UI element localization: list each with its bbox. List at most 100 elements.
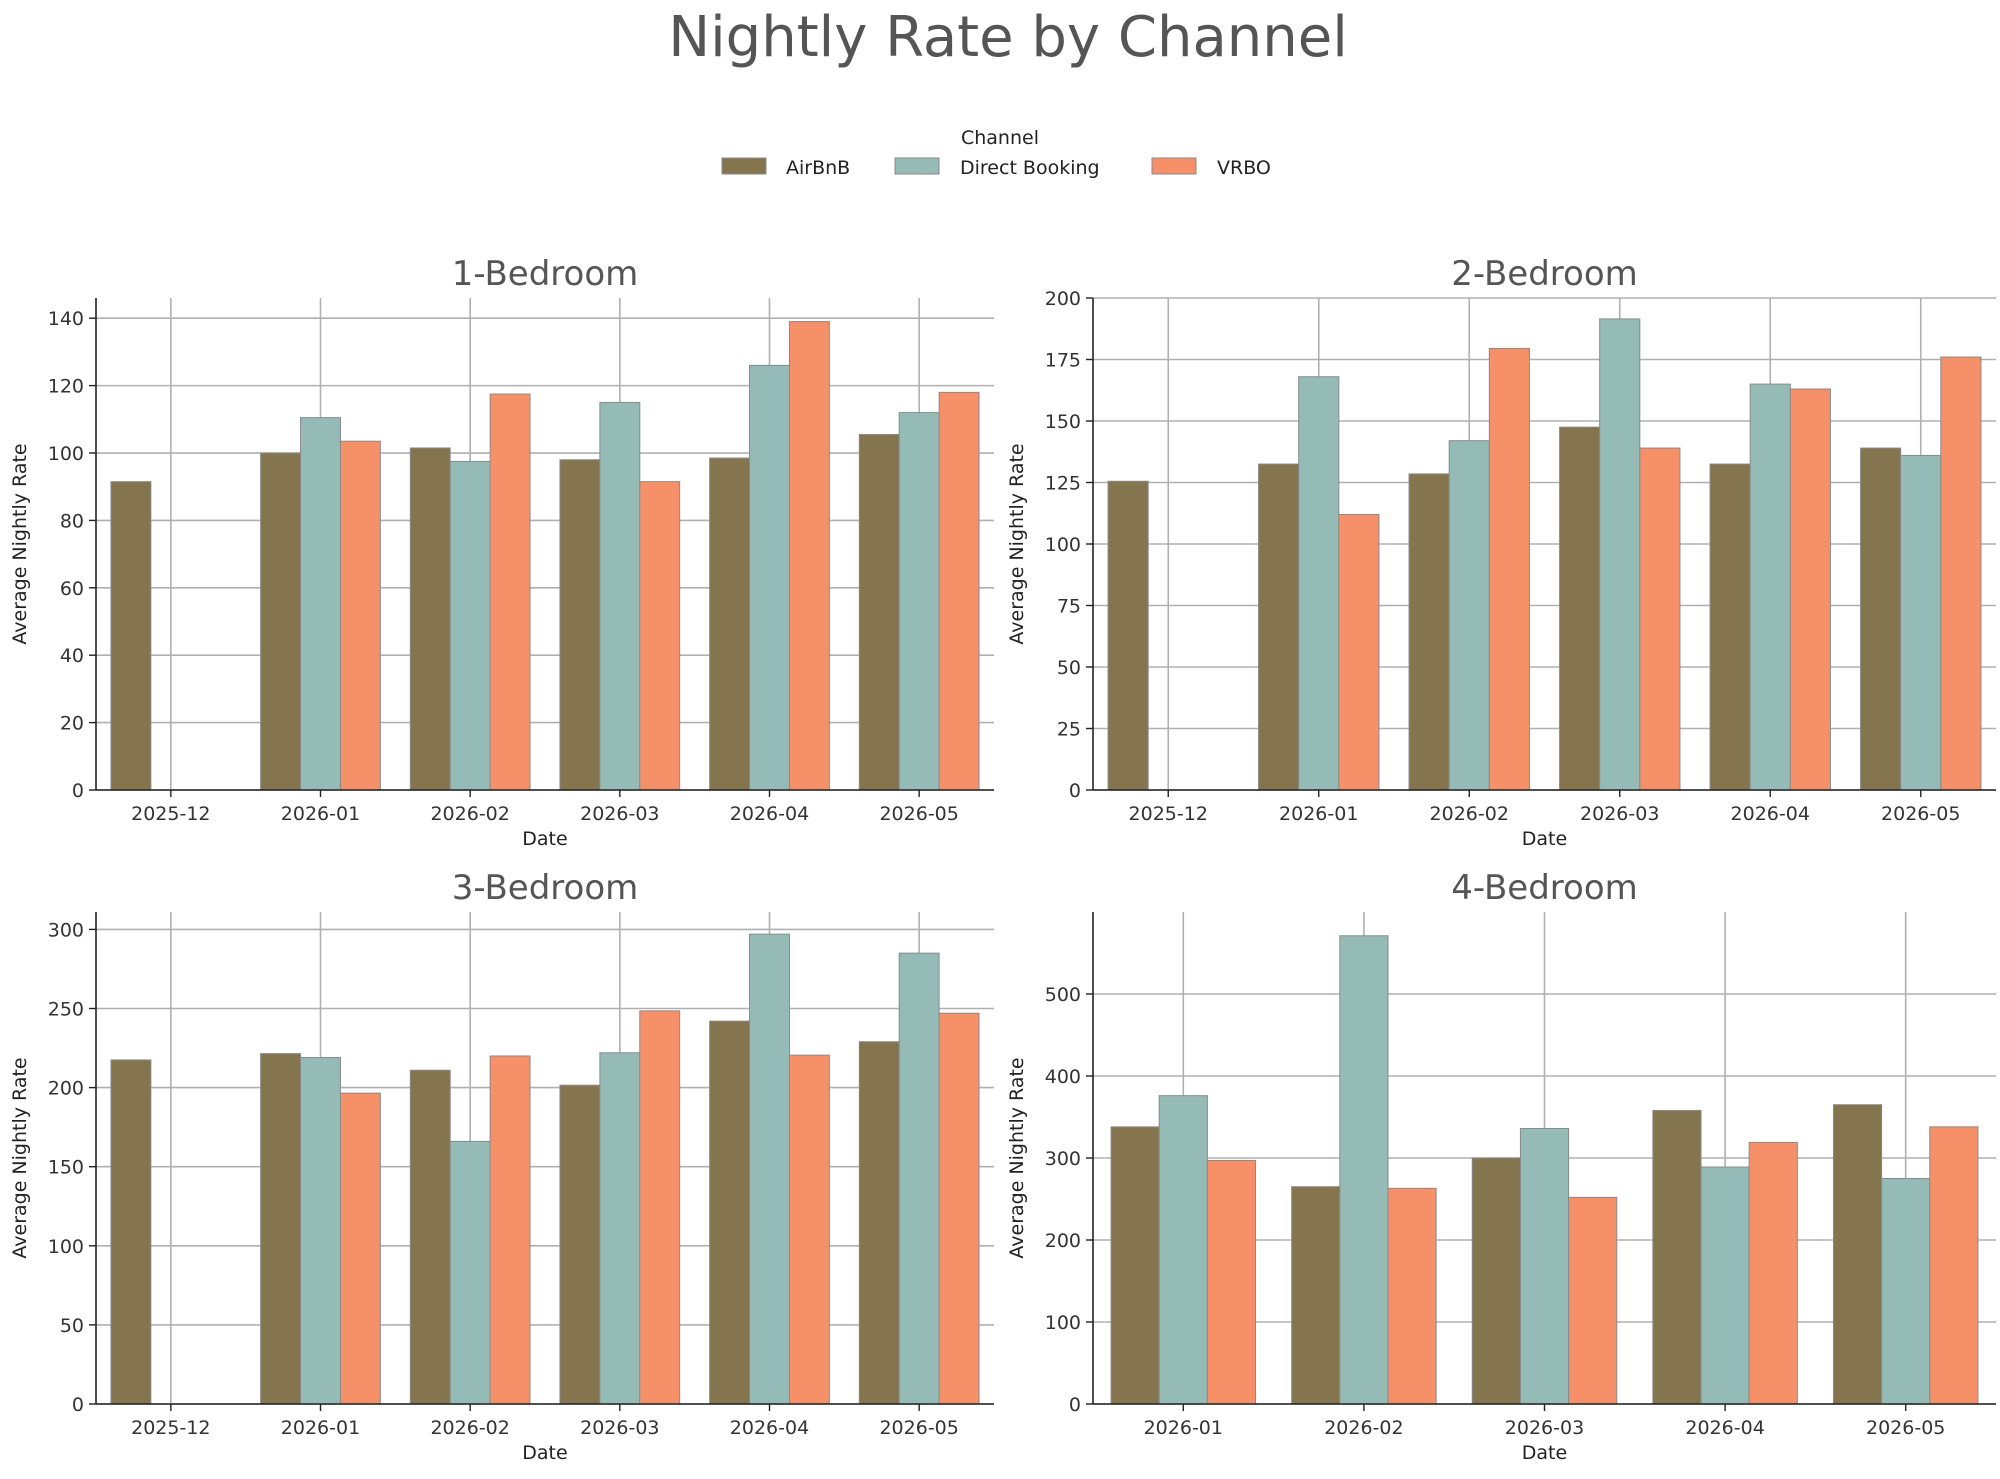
y-tick-label: 150: [1045, 411, 1081, 433]
series-vrbo: [339, 1010, 980, 1405]
bar: [1881, 1178, 1931, 1405]
y-axis-label: Average Nightly Rate: [1006, 443, 1028, 644]
x-tick-label: 2026-03: [580, 1417, 659, 1439]
bar: [1559, 426, 1601, 791]
x-tick-label: 2026-03: [580, 803, 659, 825]
bar: [1519, 1127, 1570, 1405]
x-tick-label: 2026-03: [1505, 1417, 1584, 1439]
bar: [1258, 463, 1300, 791]
x-tick-label: 2026-01: [1279, 803, 1358, 825]
bar: [1448, 440, 1490, 791]
legend: Channel AirBnB Direct Booking VRBO: [721, 127, 1271, 179]
bar: [110, 1059, 152, 1405]
series-airbnb: [110, 1020, 900, 1405]
y-tick-label: 0: [1069, 1394, 1081, 1416]
chart-panels: 0 20 40 60 80 100 120 140 2025-12 2026-01 2026-02 2…: [9, 254, 1996, 1464]
bar: [449, 460, 491, 791]
y-tick-label: 0: [1069, 780, 1081, 802]
y-tick-label: 175: [1045, 350, 1081, 372]
y-tick-label: 50: [1057, 657, 1081, 679]
bar: [1387, 1187, 1437, 1405]
y-tick-label: 100: [1045, 534, 1081, 556]
bar: [1940, 356, 1982, 791]
bar: [449, 1140, 491, 1405]
y-tick-label: 250: [48, 999, 84, 1021]
x-tick-label: 2026-02: [1430, 803, 1509, 825]
bar: [1471, 1157, 1521, 1405]
bar: [1748, 1141, 1798, 1405]
x-tick-label: 2026-04: [1731, 803, 1810, 825]
y-tick-label: 400: [1045, 1066, 1081, 1088]
bar: [1599, 318, 1641, 791]
x-tick-label: 2026-03: [1580, 803, 1659, 825]
bar: [639, 481, 681, 791]
bar: [1488, 347, 1530, 791]
bar: [1339, 935, 1389, 1405]
x-tick-label: 2026-01: [1144, 1417, 1223, 1439]
x-tick-label: 2026-05: [879, 1417, 958, 1439]
series-direct-booking: [1158, 935, 1931, 1405]
x-tick-label: 2026-04: [730, 803, 809, 825]
y-tick-label: 0: [72, 1394, 84, 1416]
bar: [898, 952, 940, 1405]
bar: [1298, 376, 1340, 791]
bar: [639, 1010, 681, 1405]
series-direct-booking: [300, 364, 940, 791]
x-tick-label: 2026-02: [430, 1417, 509, 1439]
bar: [938, 391, 980, 791]
x-axis-label: Date: [1522, 828, 1567, 850]
bar: [1900, 454, 1942, 791]
x-tick-label: 2026-05: [879, 803, 958, 825]
x-tick-label: 2026-02: [430, 803, 509, 825]
bar: [709, 457, 751, 791]
bar: [1568, 1196, 1618, 1405]
x-tick-label: 2026-01: [281, 803, 360, 825]
bar: [858, 1041, 900, 1405]
y-axis-label: Average Nightly Rate: [1006, 1057, 1028, 1258]
y-tick-label: 100: [48, 443, 84, 465]
bar: [1291, 1186, 1341, 1405]
chart-panel-1: 0 20 40 60 80 100 120 140 2025-12 2026-01 2026-02 2…: [9, 254, 994, 850]
legend-swatch-airbnb: [721, 157, 767, 175]
y-tick-label: 80: [60, 510, 84, 532]
series-direct-booking: [300, 933, 940, 1405]
bar: [339, 440, 381, 791]
y-tick-label: 50: [60, 1315, 84, 1337]
bar: [1860, 447, 1902, 791]
panel-title: 4-Bedroom: [1451, 868, 1637, 908]
bar: [489, 1055, 531, 1405]
series-airbnb: [110, 433, 900, 791]
bar: [1700, 1166, 1750, 1405]
y-axis-label: Average Nightly Rate: [9, 443, 31, 644]
x-tick-label: 2026-01: [281, 1417, 360, 1439]
y-tick-label: 120: [48, 376, 84, 398]
bar: [1206, 1159, 1257, 1405]
bar: [1338, 513, 1380, 791]
legend-label-airbnb: AirBnB: [786, 157, 850, 179]
figure-title: Nightly Rate by Channel: [668, 5, 1348, 70]
panel-title: 1-Bedroom: [452, 254, 638, 294]
bar: [260, 1053, 302, 1405]
y-tick-label: 300: [48, 919, 84, 941]
bar: [1408, 473, 1450, 791]
x-tick-label: 2026-02: [1324, 1417, 1403, 1439]
y-tick-label: 75: [1057, 596, 1081, 618]
bar: [1929, 1126, 1979, 1405]
bar: [599, 401, 641, 791]
x-tick-label: 2025-12: [131, 803, 210, 825]
bar: [409, 1069, 451, 1405]
bar: [788, 1054, 830, 1405]
bar: [898, 412, 940, 791]
bar: [409, 447, 451, 791]
bar: [1749, 383, 1791, 791]
bar: [559, 459, 601, 791]
x-tick-label: 2026-05: [1881, 803, 1960, 825]
bar: [749, 364, 790, 791]
legend-title: Channel: [961, 127, 1039, 149]
series-vrbo: [339, 321, 980, 791]
bar: [599, 1052, 641, 1405]
chart-panel-4: 0 100 200 300 400 500 2026-01 2026-02 2026-03 202…: [1006, 868, 1996, 1464]
legend-swatch-direct-booking: [894, 157, 940, 175]
